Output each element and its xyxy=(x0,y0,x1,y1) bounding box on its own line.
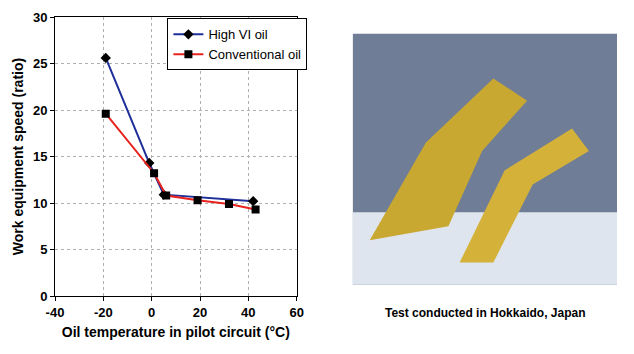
svg-text:Test conducted in Hokkaido, Ja: Test conducted in Hokkaido, Japan xyxy=(385,306,585,320)
svg-text:5: 5 xyxy=(40,242,47,257)
svg-text:High VI oil: High VI oil xyxy=(208,27,267,42)
svg-text:20: 20 xyxy=(193,305,207,320)
svg-text:0: 0 xyxy=(40,289,47,304)
svg-text:15: 15 xyxy=(33,149,47,164)
svg-text:Conventional oil: Conventional oil xyxy=(208,47,301,62)
svg-text:10: 10 xyxy=(33,196,47,211)
svg-text:20: 20 xyxy=(33,103,47,118)
svg-text:60: 60 xyxy=(289,305,303,320)
svg-text:40: 40 xyxy=(241,305,255,320)
svg-text:25: 25 xyxy=(33,56,47,71)
svg-text:Oil temperature in pilot circu: Oil temperature in pilot circuit (°C) xyxy=(62,324,290,340)
svg-text:30: 30 xyxy=(33,10,47,25)
svg-text:-40: -40 xyxy=(46,305,65,320)
svg-text:Work equipment speed (ratio): Work equipment speed (ratio) xyxy=(10,58,26,255)
svg-text:0: 0 xyxy=(148,305,155,320)
svg-text:-20: -20 xyxy=(94,305,113,320)
